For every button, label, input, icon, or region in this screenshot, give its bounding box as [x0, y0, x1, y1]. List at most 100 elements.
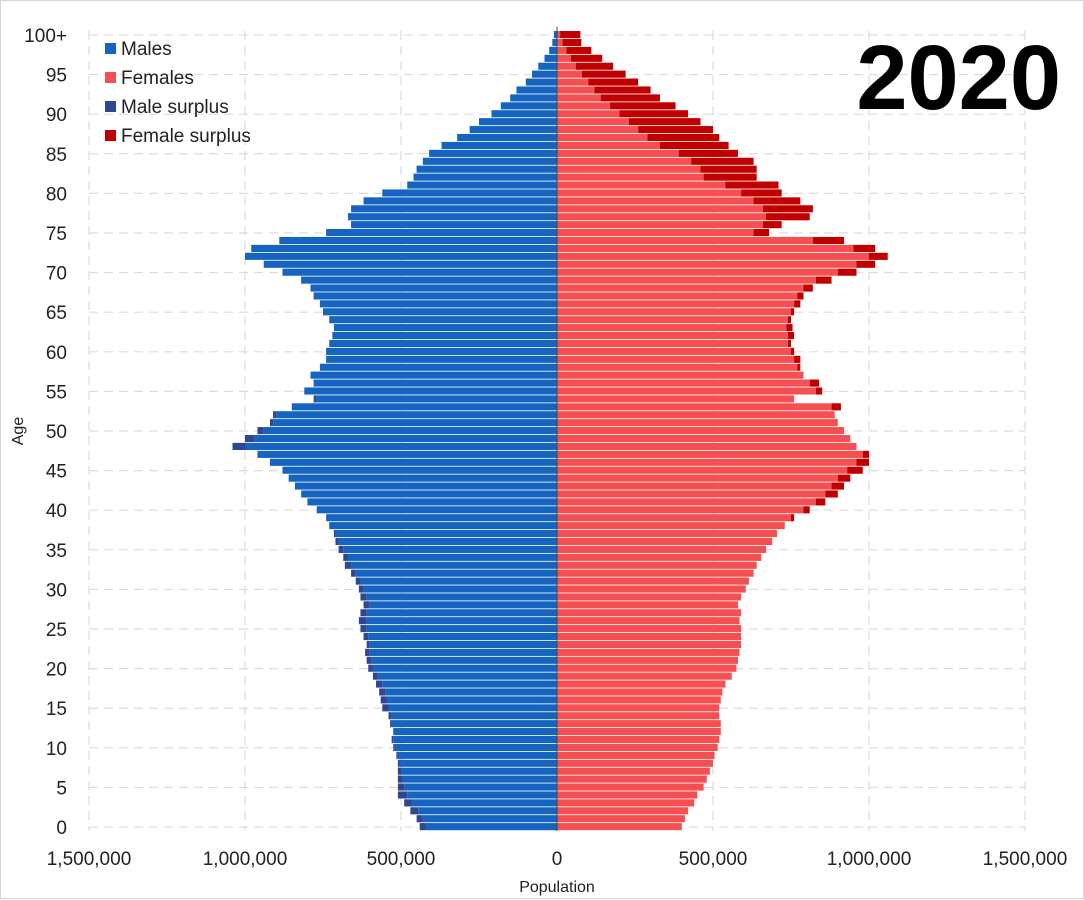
male-surplus-bar	[344, 561, 352, 569]
male-bar	[319, 300, 557, 308]
male-bar	[411, 799, 557, 807]
male-bar	[360, 577, 557, 585]
male-surplus-bar	[360, 609, 367, 617]
female-bar	[557, 110, 620, 118]
female-bar	[557, 157, 692, 165]
male-bar	[245, 252, 557, 260]
female-surplus-bar	[562, 38, 582, 47]
y-tick-label: 5	[56, 778, 67, 799]
male-bar	[407, 181, 557, 189]
male-bar	[282, 466, 557, 474]
female-surplus-bar	[815, 387, 823, 395]
male-bar	[544, 54, 557, 62]
female-bar	[557, 553, 762, 561]
female-bar	[557, 133, 648, 142]
male-surplus-bar	[391, 735, 394, 744]
female-surplus-bar	[691, 157, 754, 165]
y-tick-label: 20	[46, 660, 67, 681]
female-surplus-bar	[619, 110, 689, 118]
male-bar	[363, 585, 557, 593]
female-bar	[557, 514, 791, 522]
female-bar	[557, 775, 707, 783]
female-bar	[557, 244, 854, 252]
male-bar	[391, 712, 557, 720]
male-bar	[369, 648, 557, 656]
male-bar	[422, 157, 557, 165]
female-bar	[557, 522, 785, 530]
legend-item-male-surplus: Male surplus	[105, 97, 229, 118]
male-surplus-bar	[245, 434, 255, 443]
male-bar	[316, 395, 557, 403]
female-bar	[557, 743, 718, 751]
female-surplus-bar	[700, 165, 757, 173]
male-bar	[355, 569, 557, 577]
legend-label: Males	[121, 39, 172, 60]
male-bar	[393, 735, 557, 744]
male-bar	[553, 31, 557, 39]
female-bar	[557, 696, 721, 704]
male-bar	[429, 149, 557, 157]
female-surplus-bar	[762, 221, 782, 229]
female-surplus-bar	[725, 181, 779, 189]
male-bar	[329, 522, 557, 530]
male-bar	[326, 514, 557, 522]
y-tick-label: 80	[46, 184, 67, 205]
male-bar	[301, 490, 557, 498]
female-surplus-bar	[856, 458, 869, 466]
y-tick-label: 45	[46, 462, 67, 483]
legend: Males Females Male surplus Female surplus	[105, 39, 251, 147]
female-surplus-bar	[803, 284, 813, 292]
female-surplus-bar	[581, 70, 626, 78]
x-tick-label: 1,000,000	[827, 849, 912, 870]
y-tick-label: 60	[46, 343, 67, 364]
male-bar	[404, 783, 557, 791]
male-bar	[304, 387, 557, 395]
female-surplus-bar	[797, 363, 801, 371]
male-bar	[388, 704, 557, 712]
y-tick-label: 100+	[24, 26, 67, 47]
female-bar	[557, 593, 742, 601]
female-bar	[557, 617, 740, 625]
female-surplus-bar	[703, 173, 757, 181]
female-bar	[557, 506, 804, 514]
male-surplus-bar	[368, 664, 373, 672]
female-bar	[557, 791, 698, 799]
male-bar	[382, 680, 557, 688]
male-surplus-bar	[335, 537, 339, 546]
y-tick-label: 90	[46, 105, 67, 126]
male-bar	[326, 347, 557, 355]
female-bar	[557, 213, 767, 221]
male-surplus-bar	[351, 569, 356, 577]
female-bar	[557, 331, 788, 340]
y-tick-label: 40	[46, 501, 67, 522]
male-bar	[366, 617, 557, 625]
male-bar	[245, 442, 557, 451]
female-surplus-bar	[791, 347, 795, 355]
female-bar	[557, 728, 721, 736]
female-bar	[557, 316, 788, 324]
female-bar	[557, 149, 679, 157]
male-bar	[263, 427, 557, 435]
y-axis-title: Age	[10, 417, 27, 446]
female-bar	[557, 720, 721, 728]
female-bar	[557, 767, 710, 775]
female-surplus-bar	[594, 86, 651, 94]
male-surplus-bar	[380, 696, 387, 704]
male-surplus-bar	[419, 823, 426, 831]
female-surplus-bar	[791, 514, 795, 522]
male-surplus-bar	[232, 442, 245, 451]
female-surplus-bar	[762, 205, 813, 213]
female-bar	[557, 823, 682, 831]
y-tick-label: 75	[46, 224, 67, 245]
male-bar	[369, 601, 557, 609]
male-bar	[510, 94, 557, 102]
male-bar	[425, 823, 557, 831]
female-bar	[557, 427, 845, 435]
x-tick-label: 1,500,000	[47, 849, 132, 870]
female-bar	[557, 434, 851, 443]
male-bar	[386, 696, 557, 704]
male-bar	[407, 791, 557, 799]
female-bar	[557, 466, 848, 474]
female-bar	[557, 419, 838, 427]
legend-item-female-surplus: Female surplus	[105, 126, 251, 147]
